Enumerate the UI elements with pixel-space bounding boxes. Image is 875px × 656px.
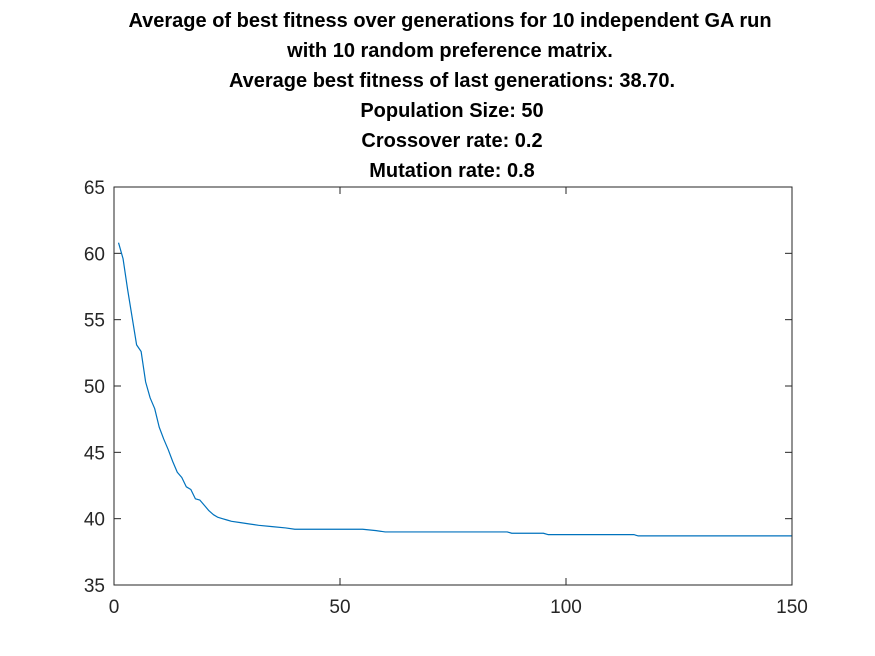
x-tick-label: 0 [109, 597, 120, 618]
y-tick-label: 35 [84, 576, 105, 597]
x-tick-label: 150 [776, 597, 808, 618]
title-line-1: Average of best fitness over generations… [128, 10, 771, 32]
title-line-6: Mutation rate: 0.8 [369, 160, 535, 182]
y-tick-label: 60 [84, 244, 105, 265]
x-tick-label: 100 [550, 597, 582, 618]
y-tick-label: 55 [84, 311, 105, 332]
plot-area [114, 187, 792, 585]
y-tick-label: 40 [84, 510, 105, 531]
axes-box [113, 186, 793, 586]
title-line-2: with 10 random preference matrix. [286, 40, 613, 62]
title-line-5: Crossover rate: 0.2 [361, 130, 542, 152]
y-tick-label: 45 [84, 443, 105, 464]
title-line-3: Average best fitness of last generations… [229, 70, 675, 92]
y-tick-label: 50 [84, 377, 105, 398]
title-line-4: Population Size: 50 [360, 100, 543, 122]
y-tick-label: 65 [84, 178, 105, 199]
chart-title: Average of best fitness over generations… [128, 10, 771, 182]
x-tick-label: 50 [329, 597, 350, 618]
best-fitness-line [117, 242, 792, 537]
series-layer [117, 242, 792, 537]
